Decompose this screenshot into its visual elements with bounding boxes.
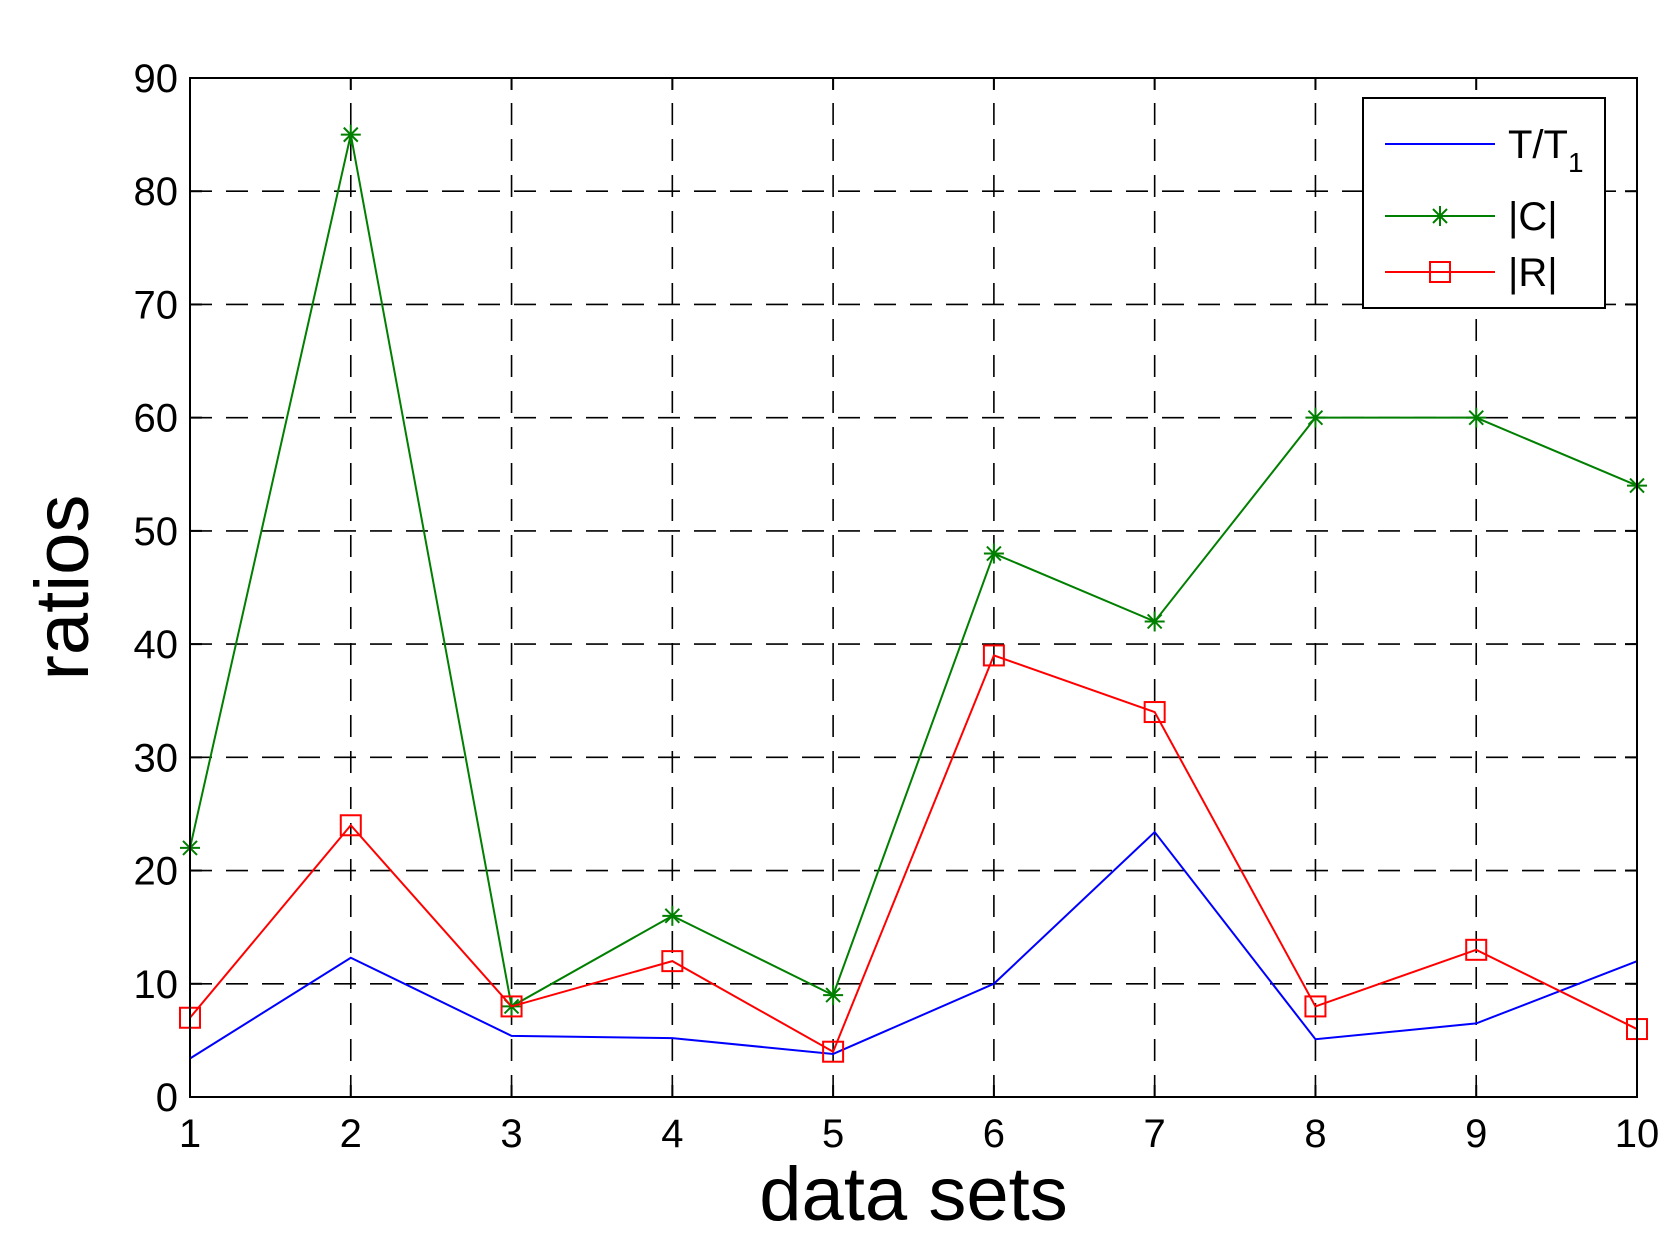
data-point-c [1305,407,1326,428]
asterisk-stroke [986,545,1002,562]
x-tick-label: 2 [340,1112,362,1156]
asterisk-stroke [1432,208,1448,224]
data-point-r [822,1040,845,1063]
data-point-r [1304,995,1327,1018]
data-point-c [340,124,361,145]
plot-frame [189,77,1638,1098]
x-tick-label: 7 [1144,1112,1166,1156]
series-line-t [189,830,1638,1060]
data-point-r [982,644,1005,667]
x-tick-label: 4 [661,1112,683,1156]
data-point-c [983,543,1004,564]
y-tick-labels: 0 10 20 30 40 50 60 70 80 90 [134,57,179,1120]
y-axis-title: ratios [20,495,105,681]
y-tick-label: 40 [134,623,179,667]
x-tick-label: 10 [1615,1112,1660,1156]
legend: T/T1|C||R| [1362,97,1606,309]
x-tick-label: 3 [500,1112,522,1156]
x-axis-title: data sets [759,1152,1067,1237]
legend-marker-c [1430,206,1450,226]
y-tick-label: 0 [156,1076,178,1120]
y-tick-label: 30 [134,736,179,780]
legend-box [1362,97,1606,309]
data-point-r [1465,938,1488,961]
asterisk-stroke [1468,409,1484,426]
y-tick-label: 20 [134,850,179,894]
data-point-r [1143,701,1166,724]
asterisk-stroke [343,126,359,143]
x-tick-label: 5 [822,1112,844,1156]
data-point-c [823,985,844,1006]
y-tick-label: 80 [134,170,179,214]
data-point-r [500,995,523,1018]
data-point-c [1466,407,1487,428]
legend-label-r: |R| [1508,251,1558,295]
data-point-r [661,950,684,973]
y-tick-label: 10 [134,963,179,1007]
asterisk-stroke [1146,613,1163,630]
y-tick-label: 90 [134,57,179,101]
x-tick-labels: 1 2 3 4 5 6 7 8 9 10 [179,1112,1659,1156]
axis-ticks [189,77,1638,1098]
legend-label-c: |C| [1508,195,1558,239]
legend-marker-r [1429,261,1451,283]
legend-subscript: 1 [1568,147,1584,178]
x-tick-label: 6 [983,1112,1005,1156]
x-tick-label: 8 [1304,1112,1326,1156]
data-point-c [662,905,683,926]
y-tick-label: 60 [134,397,179,441]
y-tick-label: 50 [134,510,179,554]
asterisk-stroke [664,908,681,924]
series-line-r [189,654,1638,1054]
data-point-c [1144,611,1165,632]
asterisk-stroke [825,987,841,1003]
data-point-r [339,814,362,837]
series-line-c [189,134,1638,1008]
y-tick-label: 70 [134,283,179,327]
asterisk-stroke [1307,409,1324,426]
x-tick-label: 1 [179,1112,201,1156]
x-tick-label: 9 [1465,1112,1487,1156]
